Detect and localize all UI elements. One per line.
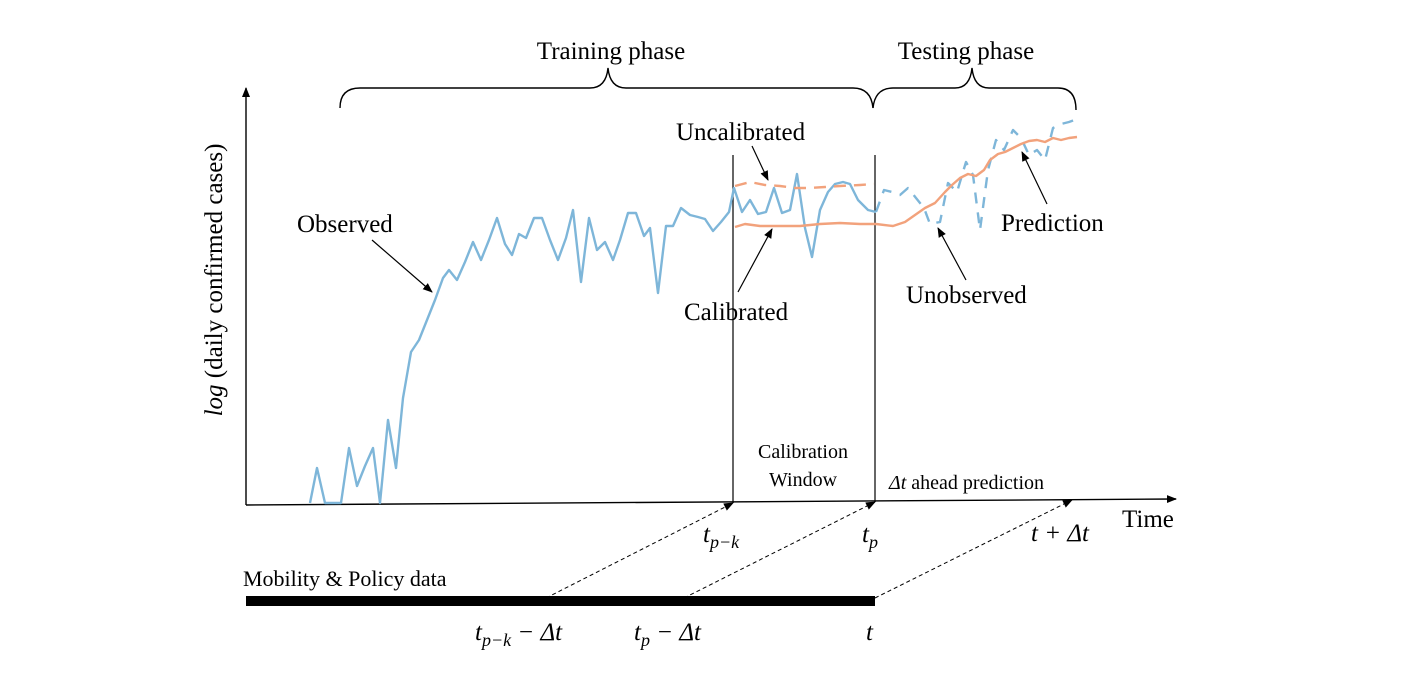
calibrated-label: Calibrated	[684, 299, 789, 326]
observed-curve	[308, 172, 877, 505]
unobserved-curve	[874, 117, 1078, 232]
uncalibrated-arrow	[751, 145, 769, 181]
mapping-line-tpk	[545, 502, 734, 599]
unobserved-arrow	[937, 227, 967, 281]
bar-tick-t-p-minus: tp − Δt	[634, 619, 702, 650]
unobserved-label: Unobserved	[906, 282, 1027, 309]
training-phase-brace	[339, 67, 874, 109]
ahead-prediction-label: Δt ahead prediction	[888, 472, 1044, 494]
uncalibrated-label: Uncalibrated	[676, 119, 806, 146]
observed-label: Observed	[297, 211, 393, 238]
x-axis-label: Time	[1122, 506, 1174, 533]
training-phase-label: Training phase	[537, 38, 685, 65]
bar-tick-t-pk-minus: tp−k − Δt	[475, 619, 563, 650]
calibration-window-label-line1: Calibration	[758, 441, 848, 463]
bar-tick-t: t	[866, 619, 874, 646]
observed-arrow	[371, 239, 433, 293]
prediction-label: Prediction	[1001, 210, 1104, 237]
mapping-line-tp	[683, 501, 876, 599]
x-axis	[245, 495, 1177, 506]
tick-t-plus-delta: t + Δt	[1031, 520, 1090, 547]
calibrated-curve	[734, 135, 1078, 229]
tick-t-p: tp	[862, 521, 878, 552]
tick-t-pk: tp−k	[703, 521, 740, 552]
prediction-arrow	[1021, 151, 1048, 205]
y-axis-label: log (daily confirmed cases)	[201, 144, 228, 417]
uncalibrated-curve	[734, 180, 875, 190]
mapping-line-t	[874, 499, 1073, 599]
testing-phase-brace	[872, 67, 1077, 111]
data-bar	[246, 596, 875, 606]
calibrated-arrow	[737, 228, 773, 293]
calibration-window-label-line2: Window	[769, 469, 838, 491]
data-bar-label: Mobility & Policy data	[243, 566, 447, 591]
testing-phase-label: Testing phase	[898, 38, 1034, 65]
